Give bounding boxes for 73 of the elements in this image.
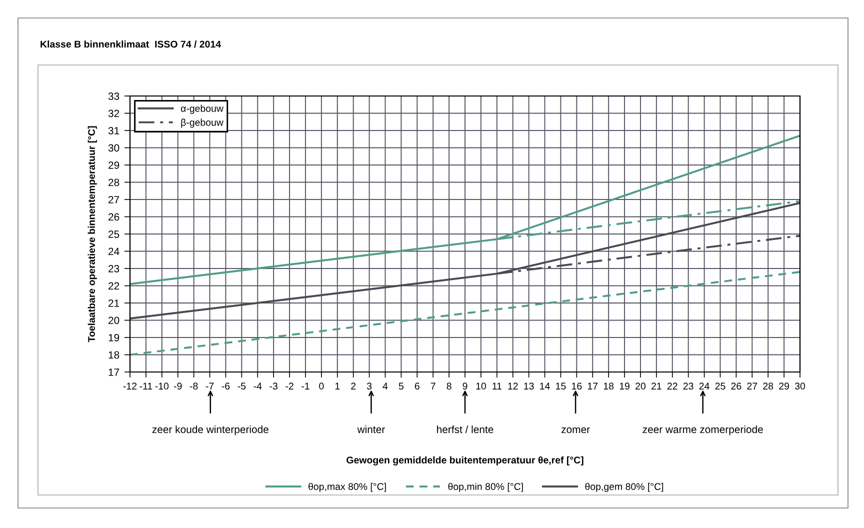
x-tick-label: -7 [206, 382, 214, 390]
x-tick-label: -11 [140, 382, 152, 390]
x-tick-label: 18 [604, 382, 614, 390]
text: zeer warme zomerperiode [642, 425, 763, 436]
y-tick-label: 32 [108, 110, 120, 118]
y-tick-label: 18 [108, 351, 120, 359]
x-tick-label: 23 [683, 382, 694, 390]
legend-label: θop,min 80% [°C] [448, 482, 523, 492]
x-tick-label: 29 [779, 382, 789, 390]
y-tick-label: 22 [108, 282, 120, 290]
y-tick-label: 27 [108, 196, 120, 204]
x-tick-label: 19 [620, 382, 630, 390]
y-axis-title: Toelaatbare operatieve binnentemperatuur [°C] [88, 126, 97, 342]
chart-title: Klasse B binnenklimaat ISSO 74 / 2014 [40, 40, 221, 48]
text: Gewogen gemiddelde buitentemperatuur θe,ref [°C] [346, 456, 584, 466]
x-tick-label: 8 [446, 382, 452, 390]
y-tick-label: 26 [108, 213, 120, 221]
x-tick-label: 30 [794, 382, 806, 390]
x-tick-label: 5 [398, 382, 404, 390]
x-tick-label: -9 [174, 382, 182, 390]
y-tick-label: 33 [108, 92, 120, 100]
x-tick-label: 17 [588, 382, 598, 390]
x-tick-label: 7 [430, 382, 436, 390]
x-tick-label: 10 [476, 382, 486, 390]
x-tick-label: -3 [270, 382, 278, 390]
x-tick-label: 1 [335, 382, 340, 390]
y-tick-label: 21 [108, 300, 120, 307]
text: zomer [562, 427, 590, 434]
y-tick-label: 17 [108, 368, 120, 376]
x-tick-label: 25 [715, 382, 726, 390]
x-tick-label: -10 [155, 382, 169, 390]
x-tick-label: 24 [699, 382, 710, 390]
x-tick-label: 11 [492, 382, 502, 390]
x-tick-label: 27 [747, 382, 758, 390]
x-tick-label: 6 [414, 382, 420, 390]
legend-label: θop,max 80% [°C] [308, 482, 386, 492]
text: winter [357, 425, 385, 434]
y-tick-label: 28 [108, 178, 120, 186]
y-tick-label: 25 [108, 230, 120, 238]
x-tick-label: 22 [667, 382, 678, 390]
x-tick-label: 20 [636, 382, 646, 390]
y-tick-label: 31 [108, 127, 120, 134]
y-tick-label: 20 [108, 316, 120, 324]
annotation: α-gebouw [180, 104, 224, 114]
x-tick-label: 4 [382, 382, 388, 390]
x-tick-label: 3 [366, 382, 372, 390]
text: herfst / lente [437, 425, 494, 434]
x-tick-label: 0 [319, 382, 324, 390]
x-tick-label: -4 [254, 382, 262, 390]
x-tick-label: 21 [652, 382, 662, 390]
x-tick-label: -2 [286, 382, 294, 390]
legend-label: θop,gem 80% [°C] [585, 482, 664, 492]
x-tick-label: 15 [556, 382, 566, 390]
x-tick-label: 2 [351, 382, 356, 390]
x-tick-label: 14 [540, 382, 550, 390]
x-tick-label: 26 [731, 382, 742, 390]
x-tick-label: -8 [190, 382, 198, 390]
y-tick-label: 29 [108, 162, 120, 169]
x-tick-label: 9 [462, 382, 468, 390]
x-tick-label: 13 [524, 382, 534, 390]
y-tick-label: 23 [108, 265, 120, 272]
y-tick-label: 19 [108, 334, 120, 342]
x-tick-label: 12 [508, 382, 518, 390]
x-tick-label: 16 [572, 382, 582, 390]
text: zeer koude winterperiode [152, 425, 268, 436]
y-tick-label: 30 [108, 144, 120, 152]
legend-label: β-gebouw [181, 118, 224, 128]
x-tick-label: 28 [763, 382, 774, 390]
x-tick-label: -6 [222, 382, 230, 390]
y-tick-label: 24 [108, 248, 120, 256]
x-tick-label: -12 [123, 382, 137, 390]
x-tick-label: -5 [238, 382, 246, 390]
x-tick-label: -1 [302, 382, 310, 390]
